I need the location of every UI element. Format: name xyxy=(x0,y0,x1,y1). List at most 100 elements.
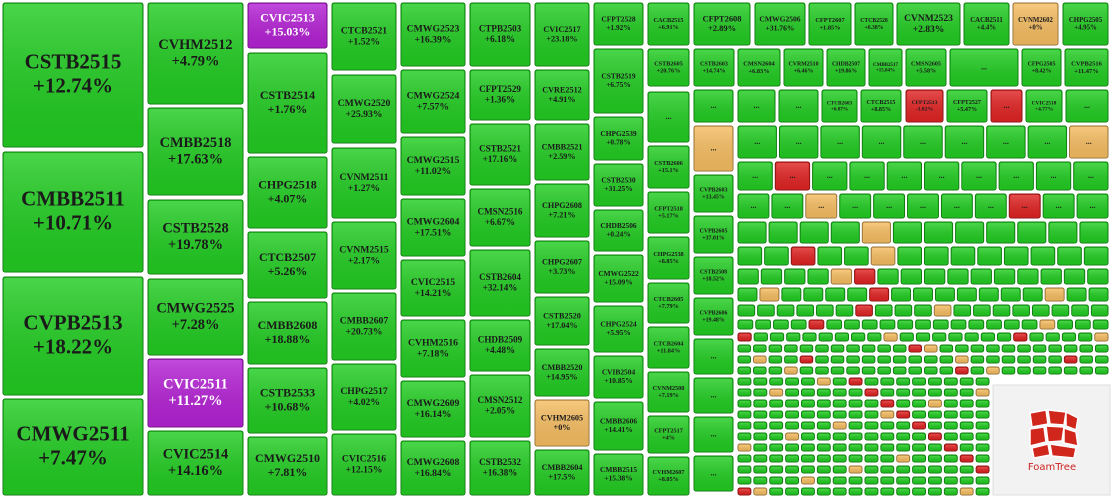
tile xyxy=(818,332,833,342)
tile-group: CVHM2516+7.18% xyxy=(400,319,466,378)
tile xyxy=(790,246,816,266)
tile-group: CSTB2533+10.68% xyxy=(247,367,328,434)
tile xyxy=(928,443,942,452)
tile-name: CSTB2606 xyxy=(654,160,683,167)
tile xyxy=(880,454,895,463)
tile xyxy=(1017,268,1039,285)
tile xyxy=(753,465,768,474)
tile xyxy=(943,487,958,496)
tile xyxy=(816,399,831,408)
tile xyxy=(825,287,846,302)
tile xyxy=(753,487,768,496)
tile xyxy=(769,432,784,441)
tile-group: CACB2515+6.91% xyxy=(647,2,690,46)
tile-value: +2.17% xyxy=(348,256,380,267)
tile xyxy=(943,454,958,463)
tile xyxy=(864,421,879,430)
tile-name: CACB2511 xyxy=(970,17,1003,24)
tile xyxy=(753,410,768,419)
tile xyxy=(785,421,799,430)
tile xyxy=(924,344,938,353)
tile xyxy=(768,355,783,364)
tile xyxy=(768,366,783,375)
tile-name: CTCB2515 xyxy=(867,100,896,106)
tile-value: +14.41% xyxy=(604,425,632,434)
tile xyxy=(832,443,847,452)
tile xyxy=(1030,246,1056,266)
tile xyxy=(955,366,969,375)
tile-group: CMWG2604+17.51% xyxy=(400,198,466,257)
tile xyxy=(897,319,914,330)
tile-value: +15.38% xyxy=(604,474,632,483)
tile xyxy=(737,332,752,342)
tile xyxy=(1083,246,1109,266)
more-label: ... xyxy=(1086,137,1092,146)
tile-value: +17.63% xyxy=(168,151,223,167)
tile-name: CMSN2605 xyxy=(911,62,941,68)
tile xyxy=(830,355,845,364)
tile-group: CMBB2520+14.95% xyxy=(534,348,590,397)
tile-value: +5.95% xyxy=(606,328,631,337)
tile-name: CMBB2521 xyxy=(542,142,583,151)
tile xyxy=(928,377,942,386)
tile-group: CHPG2518+4.07% xyxy=(247,156,328,229)
tile-group: CTCB2603+6.87% xyxy=(821,89,858,123)
tile xyxy=(769,421,784,430)
tile xyxy=(1032,355,1047,364)
tile-value: +5.58% xyxy=(916,69,936,75)
tile xyxy=(737,221,767,244)
tile xyxy=(785,399,799,408)
tile-value: +6.83% xyxy=(748,68,769,75)
tile xyxy=(848,432,863,441)
tile xyxy=(1088,287,1109,302)
tile xyxy=(864,388,879,397)
tile-name: CTCB2528 xyxy=(860,18,888,24)
tile-name: CVNM2515 xyxy=(339,244,389,255)
tile xyxy=(832,465,847,474)
tile xyxy=(1017,366,1031,375)
tile xyxy=(924,366,938,375)
tile xyxy=(928,421,942,430)
tile xyxy=(970,344,985,353)
tile xyxy=(737,355,752,364)
tile-name: CVPB2606 xyxy=(700,311,728,317)
tile xyxy=(1000,287,1021,302)
tile-name: CHDB2506 xyxy=(600,221,637,230)
tile-value: +4.79% xyxy=(172,53,220,69)
tile-name: CMSN2512 xyxy=(478,395,523,405)
more-label: ... xyxy=(1004,101,1010,110)
tile xyxy=(996,332,1012,342)
tile xyxy=(953,304,972,317)
tile xyxy=(799,344,814,353)
tile xyxy=(892,366,907,375)
tile-value: +20.76% xyxy=(657,68,681,75)
tile-value: +3.73% xyxy=(548,267,575,276)
tile xyxy=(847,287,868,302)
tile xyxy=(1063,268,1086,285)
tile xyxy=(896,377,911,386)
tile xyxy=(908,344,922,353)
tile-name: CHPG2539 xyxy=(600,129,637,138)
tile xyxy=(737,268,759,285)
logo: FoamTree xyxy=(992,384,1111,496)
tile xyxy=(737,344,752,353)
tile-value: +15.09% xyxy=(604,278,632,287)
tile xyxy=(737,465,752,474)
tile-group: CMBB2608+18.88% xyxy=(247,301,328,365)
tile xyxy=(883,332,898,342)
tile xyxy=(912,421,926,430)
tile xyxy=(928,476,942,485)
tile xyxy=(816,388,831,397)
tile xyxy=(760,268,783,285)
tile xyxy=(753,332,768,342)
tile-group: CMWG2510+7.81% xyxy=(247,436,328,496)
tile xyxy=(896,399,911,408)
tile-group: CVNM2515+2.17% xyxy=(331,221,397,290)
tile xyxy=(959,454,974,463)
more-label: ... xyxy=(981,62,987,71)
tile xyxy=(801,377,815,386)
more-label: ... xyxy=(901,171,907,180)
tile-name: CVPB2603 xyxy=(700,188,728,194)
tile xyxy=(1032,366,1047,375)
tile-group: CVHM2605+0% xyxy=(534,399,590,447)
